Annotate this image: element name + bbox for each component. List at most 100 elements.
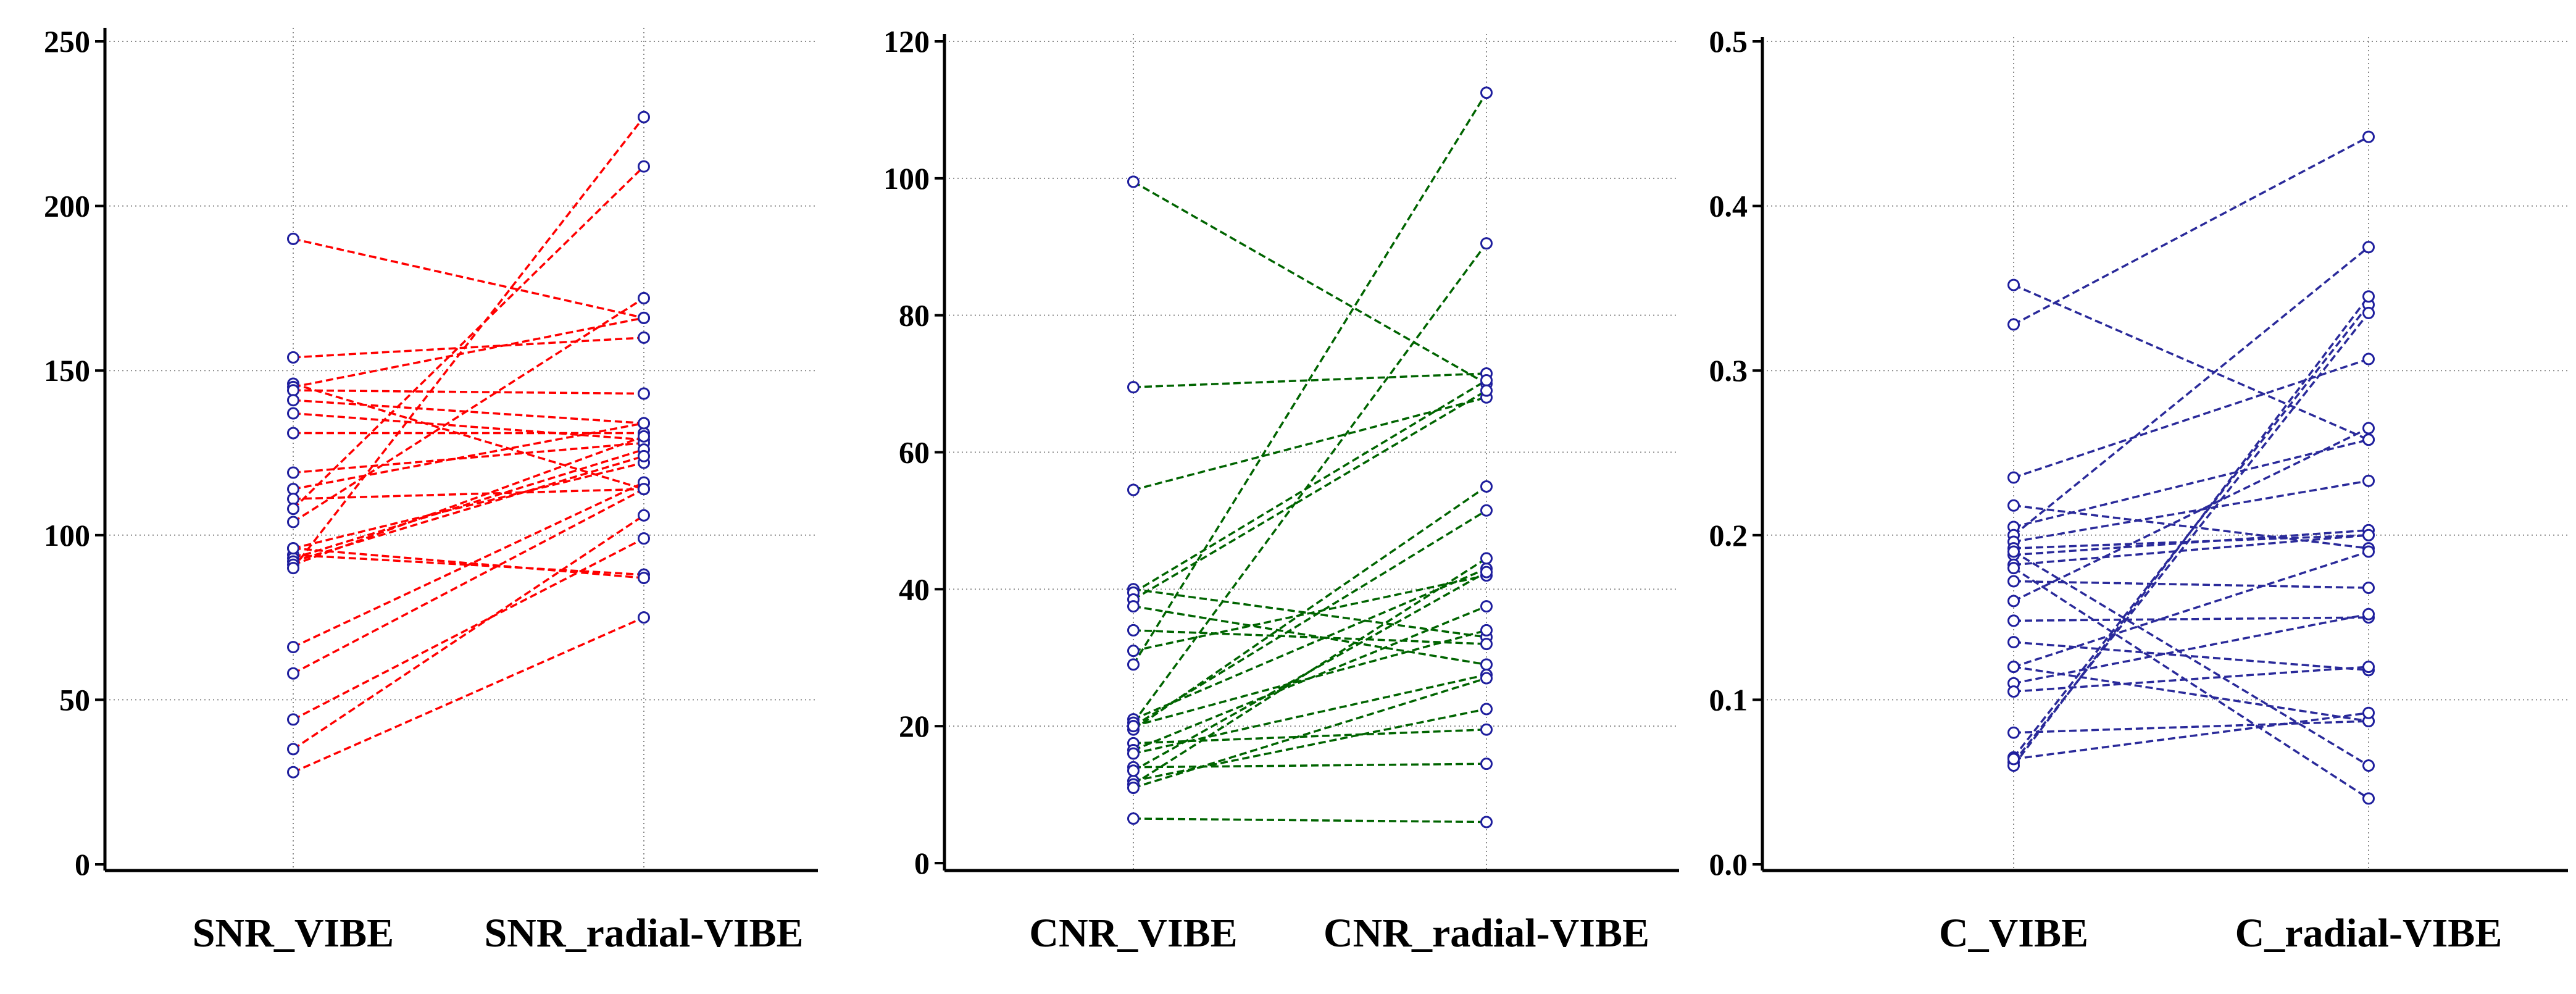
cnr-radial-vibe-point <box>1480 552 1493 565</box>
snr-vibe-point <box>287 743 299 756</box>
c-pair-line <box>2013 613 2369 685</box>
cnr-radial-vibe-point <box>1480 566 1493 578</box>
cnr-panel: 0 20 40 60 80 100 120 CNR_VIBE CNR_radial-VIBE <box>883 24 1679 956</box>
snr-vibe-point <box>287 427 299 440</box>
snr-radial-vibe-point <box>638 111 650 123</box>
c-y-tick-label: 0.2 <box>1709 518 1748 553</box>
snr-pair-line <box>293 616 644 774</box>
c-radial-vibe-point <box>2362 759 2375 772</box>
snr-radial-vibe-point <box>638 449 650 462</box>
cnr-radial-vibe-point <box>1480 816 1493 829</box>
cnr-vibe-point <box>1127 812 1140 825</box>
c-pair-line <box>2013 136 2369 326</box>
c-pair-line <box>2013 616 2369 622</box>
snr-pair-line <box>293 422 644 490</box>
cnr-pair-line <box>1133 674 1487 755</box>
snr-pair-line <box>293 382 644 490</box>
cnr-pair-line <box>1133 557 1487 785</box>
c-radial-vibe-point <box>2362 422 2375 435</box>
cnr-pair-line <box>1133 372 1487 388</box>
c-y-tick-label: 0.5 <box>1709 24 1748 59</box>
cnr-vibe-point <box>1127 600 1140 613</box>
c-pair-line <box>2013 534 2369 566</box>
cnr-vibe-point <box>1127 720 1140 733</box>
c-radial-vibe-point <box>2362 792 2375 805</box>
snr-vibe-point <box>287 562 299 575</box>
cnr-y-tick-label: 0 <box>914 846 930 880</box>
snr-pair-line <box>293 412 644 441</box>
snr-vibe-point <box>287 394 299 407</box>
c-vibe-point <box>2007 726 2020 739</box>
snr-vibe-point <box>287 713 299 726</box>
cnr-vibe-label: CNR_VIBE <box>1029 911 1237 956</box>
snr-vibe-point <box>287 232 299 245</box>
cnr-radial-vibe-point <box>1480 638 1493 651</box>
cnr-y-tick-label: 20 <box>899 709 930 743</box>
c-pair-line <box>2013 720 2369 734</box>
snr-pair-line <box>293 435 644 566</box>
c-y-tick-label: 0.3 <box>1709 353 1748 388</box>
c-radial-vibe-point <box>2362 290 2375 303</box>
c-vibe-point <box>2007 318 2020 331</box>
snr-vibe-point <box>287 493 299 506</box>
snr-y-tick-label: 50 <box>59 682 90 717</box>
snr-radial-vibe-point <box>638 387 650 400</box>
c-pair-line <box>2013 438 2369 528</box>
snr-y-tick-label: 250 <box>44 24 90 59</box>
c-vibe-point <box>2007 614 2020 627</box>
snr-radial-vibe-point <box>638 572 650 585</box>
snr-pair-line <box>293 441 644 474</box>
c-pair-line <box>2013 283 2369 441</box>
cnr-vibe-point <box>1127 764 1140 777</box>
cnr-radial-vibe-point <box>1480 504 1493 517</box>
c-pair-line <box>2012 304 2370 758</box>
snr-pair-line <box>293 537 644 720</box>
cnr-radial-vibe-label: CNR_radial-VIBE <box>1323 911 1649 956</box>
c-vibe-label: C_VIBE <box>1939 911 2088 956</box>
cnr-radial-vibe-point <box>1480 600 1493 613</box>
cnr-pair-line <box>1133 708 1487 782</box>
cnr-pair-line <box>1133 817 1487 824</box>
cnr-y-tick-label: 40 <box>899 572 930 606</box>
c-y-tick-label: 0.1 <box>1709 682 1748 717</box>
c-radial-vibe-point <box>2362 582 2375 595</box>
cnr-vibe-point <box>1127 645 1140 658</box>
cnr-vibe-point <box>1127 747 1140 760</box>
cnr-pair-line <box>1132 243 1488 724</box>
snr-y-tick-label: 150 <box>44 353 90 388</box>
c-radial-vibe-point <box>2362 306 2375 319</box>
snr-vibe-point <box>287 503 299 516</box>
c-radial-vibe-point <box>2362 241 2375 254</box>
c-vibe-point <box>2007 471 2020 484</box>
c-pair-line <box>2013 711 2369 761</box>
snr-vibe-point <box>287 407 299 420</box>
cnr-radial-vibe-point <box>1480 624 1493 637</box>
contrast-panel: 0.0 0.1 0.2 0.3 0.4 0.5 C_VIBE C_radial-VIBE <box>1709 24 2568 956</box>
snr-radial-vibe-point <box>638 532 650 545</box>
cnr-pair-line <box>1133 379 1487 594</box>
c-radial-vibe-point <box>2362 474 2375 487</box>
cnr-radial-vibe-point <box>1480 758 1493 771</box>
snr-pair-line <box>293 554 644 576</box>
snr-radial-vibe-point <box>638 311 650 324</box>
c-y-tick-label: 0.0 <box>1709 847 1748 882</box>
cnr-radial-vibe-point <box>1480 703 1493 716</box>
c-pair-line <box>2013 550 2369 767</box>
snr-radial-vibe-point <box>638 331 650 344</box>
snr-radial-vibe-label: SNR_radial-VIBE <box>484 911 803 956</box>
c-pair-line <box>2013 567 2369 800</box>
snr-vibe-label: SNR_VIBE <box>193 911 394 956</box>
c-vibe-point <box>2007 661 2020 674</box>
snr-pair-line <box>293 488 644 675</box>
c-pair-line <box>2013 480 2369 543</box>
cnr-pair-line <box>1133 574 1487 652</box>
c-pair-line <box>2012 312 2370 763</box>
snr-y-tick-label: 200 <box>44 189 90 223</box>
cnr-radial-vibe-point <box>1480 672 1493 685</box>
c-pair-line <box>2013 666 2369 693</box>
c-pair-line <box>2013 427 2369 603</box>
snr-pair-line <box>293 448 644 559</box>
cnr-radial-vibe-point <box>1480 384 1493 397</box>
cnr-pair-line <box>1133 629 1487 645</box>
snr-pair-line <box>293 547 644 579</box>
